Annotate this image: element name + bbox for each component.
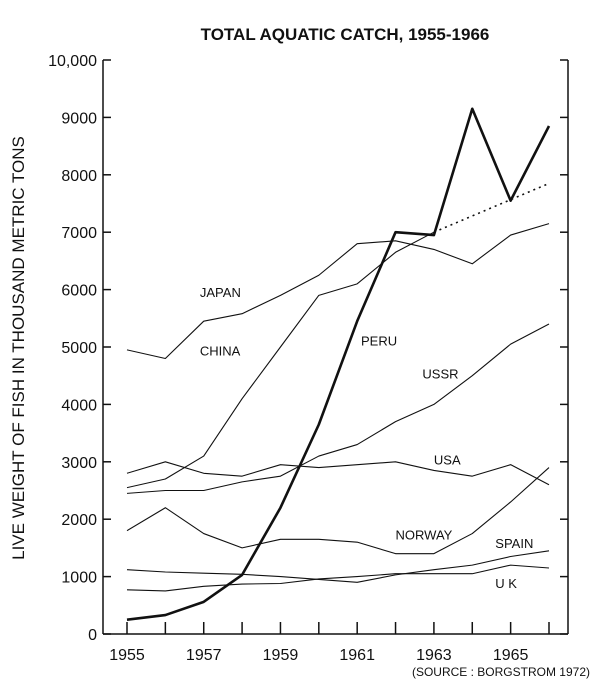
y-tick-label: 7000 bbox=[61, 225, 97, 242]
series-line-peru bbox=[126, 107, 551, 621]
series-label: NORWAY bbox=[396, 527, 453, 542]
series-line-u-k bbox=[126, 564, 550, 592]
series-label: USSR bbox=[422, 367, 458, 382]
series-label: PERU bbox=[361, 333, 397, 348]
y-tick-label: 4000 bbox=[61, 397, 97, 414]
y-tick-label: 9000 bbox=[61, 110, 97, 127]
y-tick-label: 6000 bbox=[61, 283, 97, 300]
x-tick-label: 1959 bbox=[263, 647, 299, 664]
series-label: SPAIN bbox=[495, 536, 533, 551]
y-axis-label: LIVE WEIGHT OF FISH IN THOUSAND METRIC T… bbox=[9, 136, 28, 560]
series-label: JAPAN bbox=[200, 285, 241, 300]
series-line-china bbox=[126, 231, 435, 489]
y-tick-label: 10,000 bbox=[48, 53, 97, 70]
x-tick-label: 1957 bbox=[186, 647, 222, 664]
series-label: CHINA bbox=[200, 344, 241, 359]
y-tick-label: 1000 bbox=[61, 570, 97, 587]
x-tick-label: 1955 bbox=[109, 647, 145, 664]
x-tick-label: 1961 bbox=[339, 647, 375, 664]
y-tick-label: 3000 bbox=[61, 455, 97, 472]
series-line-peru-trend bbox=[433, 182, 550, 233]
x-tick-label: 1963 bbox=[416, 647, 452, 664]
y-tick-label: 5000 bbox=[61, 340, 97, 357]
series-label: USA bbox=[434, 453, 461, 468]
series-line-usa bbox=[126, 461, 550, 486]
x-tick-label: 1965 bbox=[493, 647, 529, 664]
series-line-japan bbox=[126, 223, 550, 360]
series-label: U K bbox=[495, 576, 517, 591]
series-line-ussr bbox=[126, 323, 550, 494]
series-line-norway bbox=[126, 467, 550, 555]
y-tick-label: 0 bbox=[88, 627, 97, 644]
source-note: (SOURCE : BORGSTROM 1972) bbox=[412, 665, 590, 679]
y-tick-label: 8000 bbox=[61, 168, 97, 185]
series-line-spain bbox=[126, 550, 550, 583]
y-tick-label: 2000 bbox=[61, 512, 97, 529]
chart-title: TOTAL AQUATIC CATCH, 1955-1966 bbox=[201, 25, 490, 44]
